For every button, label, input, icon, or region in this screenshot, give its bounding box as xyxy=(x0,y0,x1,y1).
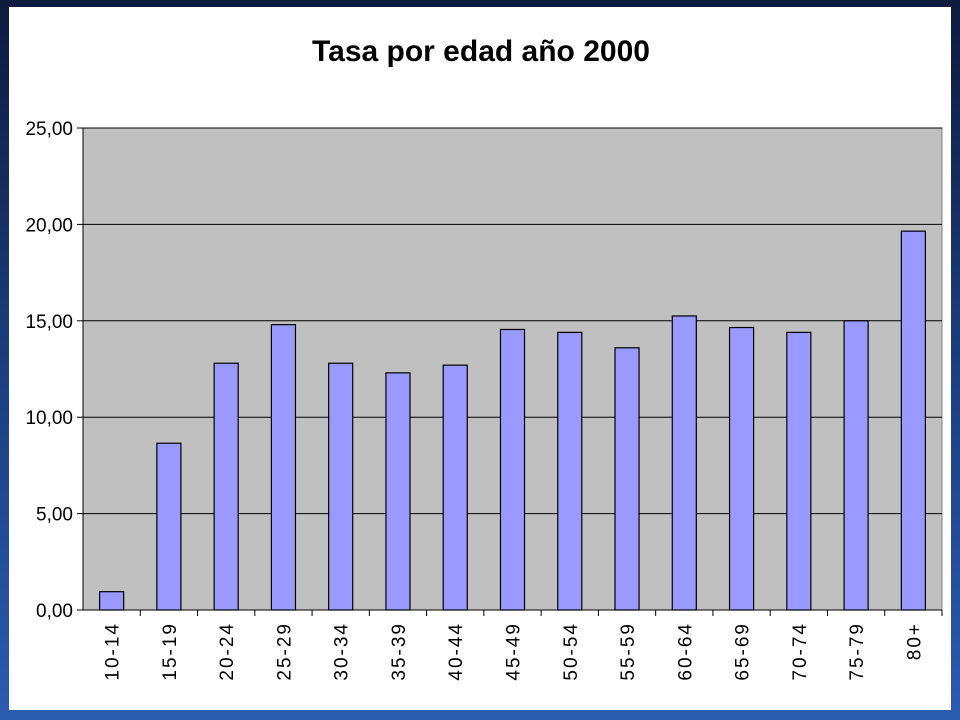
bar xyxy=(270,324,297,611)
x-tick-label: 40-44 xyxy=(446,622,467,681)
x-tick-label: 60-64 xyxy=(675,622,696,681)
chart-slide: Tasa por edad año 2000 0,00 5,00 10,00 15,0… xyxy=(9,7,951,710)
bar xyxy=(156,442,182,611)
x-tick-label: 20-24 xyxy=(217,622,238,681)
chart-title: Tasa por edad año 2000 xyxy=(312,35,650,68)
bar xyxy=(671,315,697,611)
bar xyxy=(99,591,125,611)
x-tick-label: 75-79 xyxy=(847,622,868,681)
bar xyxy=(843,320,869,611)
x-tick-label: 25-29 xyxy=(274,622,295,681)
x-tick-label: 45-49 xyxy=(504,622,525,681)
x-tick-label: 65-69 xyxy=(733,622,754,681)
y-tick-label: 25,00 xyxy=(25,119,73,140)
bars xyxy=(99,230,926,611)
bar xyxy=(328,362,354,611)
x-tick-label: 30-34 xyxy=(332,622,353,681)
chart: Tasa por edad año 2000 0,00 5,00 10,00 15,0… xyxy=(25,35,943,681)
y-tick-label: 5,00 xyxy=(36,505,73,526)
x-tick-label: 15-19 xyxy=(160,622,181,681)
y-tick-label: 10,00 xyxy=(25,408,73,429)
bar xyxy=(728,326,755,611)
x-tick-label: 80+ xyxy=(904,622,925,660)
bar xyxy=(385,372,411,611)
y-tick-label: 15,00 xyxy=(25,312,73,333)
x-tick-label: 70-74 xyxy=(790,622,811,681)
bar xyxy=(213,362,239,611)
x-tick-label: 10-14 xyxy=(103,622,124,681)
bar xyxy=(614,347,640,611)
x-tick-label: 35-39 xyxy=(389,622,410,681)
bar xyxy=(442,364,468,611)
bar xyxy=(499,328,526,611)
axis-labels: 0,00 5,00 10,00 15,00 20,00 25,00 10-14 15-19 20… xyxy=(25,119,925,681)
x-tick-label: 50-54 xyxy=(561,622,582,681)
bar xyxy=(900,230,926,611)
y-tick-label: 0,00 xyxy=(36,601,73,622)
x-tick-label: 55-59 xyxy=(618,622,639,681)
bar xyxy=(557,331,583,611)
bar xyxy=(786,331,812,611)
y-tick-label: 20,00 xyxy=(25,215,73,236)
